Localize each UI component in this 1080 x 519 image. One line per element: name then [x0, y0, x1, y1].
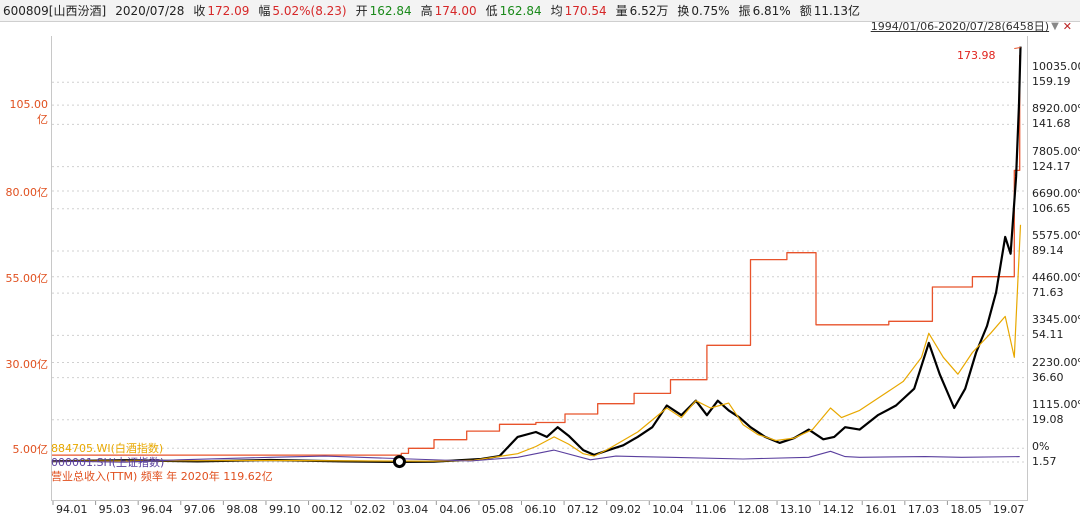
stock-code-name: 600809[山西汾酒] — [3, 4, 107, 18]
triangle-down-icon[interactable]: ▼ — [1051, 20, 1059, 32]
date-range-text[interactable]: 1994/01/06-2020/07/28(6458日) — [870, 20, 1050, 33]
x-axis-tick-label: 03.04 — [396, 503, 429, 516]
x-axis-tick-label: 19.07 — [993, 503, 1025, 516]
right-axis-pct-label: 8920.00% — [1032, 102, 1080, 116]
right-axis-pct-label: 10035.00% — [1032, 60, 1080, 74]
right-axis-price-label: 159.19 — [1032, 75, 1071, 89]
x-axis-tick-label: 14.12 — [822, 503, 855, 516]
series-line-sh — [51, 449, 1020, 463]
right-axis-price-label: 71.63 — [1032, 286, 1064, 300]
open-value: 162.84 — [369, 4, 412, 18]
left-axis-tick-label: 5.00亿 — [12, 443, 49, 457]
legend-sh-index[interactable]: 000001.SH(上证指数) — [51, 456, 165, 469]
left-axis-tick-label: 105.00亿 — [9, 98, 49, 127]
left-axis-tick-label: 80.00亿 — [5, 185, 49, 199]
close-label: 收 — [193, 4, 206, 18]
right-axis-price-label: 54.11 — [1032, 328, 1064, 342]
x-axis-tick-label: 11.06 — [694, 503, 727, 516]
x-axis-tick-label: 13.10 — [780, 503, 812, 516]
right-axis-pct-label: 5575.00% — [1032, 228, 1080, 242]
volume-value: 6.52万 — [629, 4, 669, 18]
right-axis-price-label: 89.14 — [1032, 243, 1064, 257]
x-axis-tick-label: 02.02 — [354, 503, 386, 516]
x-axis-tick-label: 07.12 — [567, 503, 599, 516]
series-line-revenue — [52, 55, 1021, 456]
volume-label: 量 — [615, 4, 628, 18]
quote-date: 2020/07/28 — [115, 3, 185, 18]
right-axis-price-label: 106.65 — [1032, 201, 1071, 215]
plot-area[interactable] — [51, 36, 1028, 500]
x-axis-tick-label: 98.08 — [226, 503, 258, 516]
close-icon[interactable]: ✕ — [1062, 19, 1072, 33]
close-value: 172.09 — [207, 4, 250, 18]
amount-label: 额 — [799, 4, 812, 18]
amplitude-label: 振 — [738, 4, 751, 18]
amount-value: 11.13亿 — [813, 4, 861, 18]
x-axis-tick-label: 94.01 — [56, 503, 88, 516]
right-axis-price-label: 36.60 — [1032, 370, 1064, 384]
x-axis-tick-label: 10.04 — [652, 503, 684, 516]
legend: 884705.WI(白酒指数) 000001.SH(上证指数) 营业总收入(TT… — [51, 442, 273, 484]
quote-bar: 600809[山西汾酒] 2020/07/28 收 172.09 幅 5.02%(8… — [0, 0, 1080, 22]
left-axis-tick-label: 55.00亿 — [5, 271, 49, 285]
right-axis-pct-label: 3345.00% — [1032, 313, 1080, 327]
x-axis-tick-label: 95.03 — [98, 503, 131, 516]
change-value: 5.02%(8.23) — [272, 4, 347, 18]
turnover-value: 0.75% — [691, 4, 730, 18]
right-axis-pct-label: 2230.00% — [1032, 355, 1080, 369]
high-value: 174.00 — [434, 4, 477, 18]
series-line-stock — [51, 46, 1022, 463]
max-price-marker — [1014, 47, 1021, 50]
x-axis-tick-label: 16.01 — [865, 503, 897, 516]
avg-value: 170.54 — [564, 4, 607, 18]
right-axis-pct-label: 7805.00% — [1032, 144, 1080, 158]
legend-revenue[interactable]: 营业总收入(TTM) 频率 年 2020年 119.62亿 — [51, 470, 273, 483]
x-axis-tick-label: 00.12 — [311, 503, 344, 516]
x-axis-tick-label: 06.10 — [524, 503, 557, 516]
low-label: 低 — [485, 4, 498, 18]
x-axis-tick-label: 96.04 — [141, 503, 173, 516]
right-axis-price-label: 141.68 — [1032, 117, 1071, 131]
x-axis-tick-label: 18.05 — [950, 503, 982, 516]
right-axis-pct-label: 6690.00% — [1032, 186, 1080, 200]
right-axis-pct-label: 0% — [1032, 440, 1050, 453]
left-axis-tick-label: 30.00亿 — [5, 357, 49, 371]
right-axis-pct-label: 4460.00% — [1032, 271, 1080, 285]
x-axis-tick-label: 09.02 — [609, 503, 642, 516]
right-axis-price-label: 124.17 — [1032, 159, 1071, 173]
high-label: 高 — [420, 4, 433, 18]
change-label: 幅 — [258, 4, 271, 18]
base-point-marker — [392, 455, 406, 469]
x-axis-tick-label: 99.10 — [268, 503, 301, 516]
turnover-label: 换 — [677, 4, 690, 18]
avg-label: 均 — [550, 4, 563, 18]
legend-wine-index[interactable]: 884705.WI(白酒指数) — [51, 442, 164, 455]
right-axis-price-label: 1.57 — [1032, 455, 1057, 468]
x-axis-tick-label: 05.08 — [481, 503, 514, 516]
series-line-wine — [51, 224, 1022, 462]
amplitude-value: 6.81% — [752, 4, 791, 18]
x-axis-line — [51, 500, 1028, 501]
right-axis-pct-label: 1115.00% — [1032, 397, 1080, 411]
x-axis-tick-label: 97.06 — [183, 503, 216, 516]
right-axis-price-label: 19.08 — [1032, 412, 1064, 426]
x-axis-tick-label: 12.08 — [737, 503, 769, 516]
open-label: 开 — [355, 4, 368, 18]
x-axis-tick-label: 04.06 — [439, 503, 471, 516]
low-value: 162.84 — [499, 4, 542, 18]
x-axis-tick-label: 17.03 — [907, 503, 940, 516]
date-range-selector[interactable]: 1994/01/06-2020/07/28(6458日) ▼ ✕ — [871, 18, 1072, 34]
max-price-label: 173.98 — [957, 49, 996, 62]
